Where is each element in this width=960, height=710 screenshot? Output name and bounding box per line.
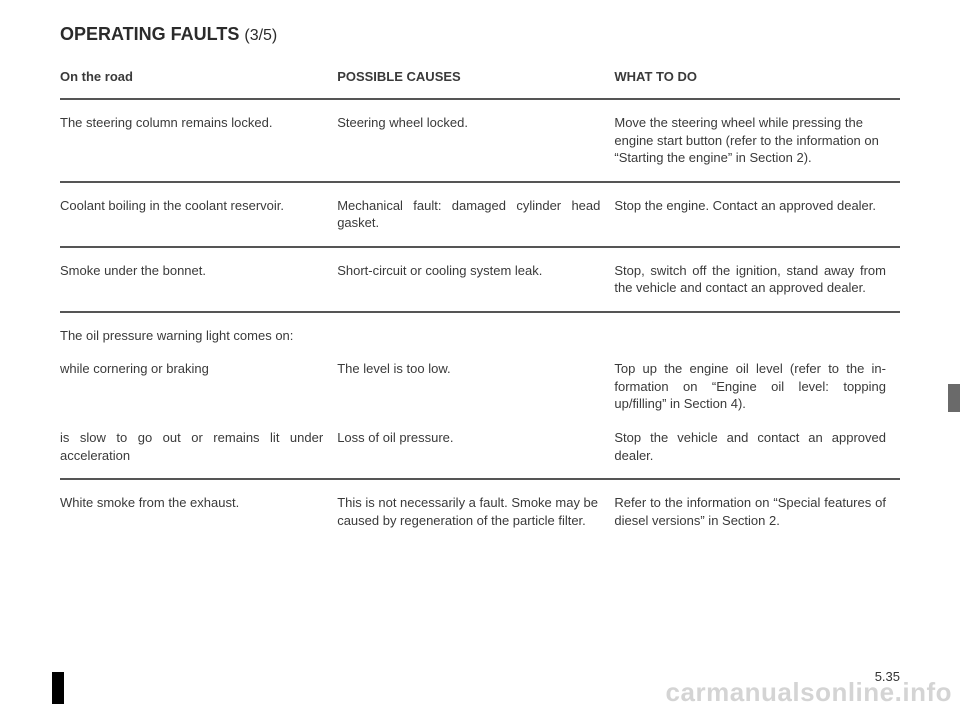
empty-cell xyxy=(614,312,900,353)
action-cell: Top up the engine oil level (refer to th… xyxy=(614,352,900,421)
table-row: White smoke from the exhaust. This is no… xyxy=(60,479,900,537)
oil-heading: The oil pressure warning light comes on: xyxy=(60,312,337,353)
header-on-the-road: On the road xyxy=(60,63,337,99)
title-main: OPERATING FAULTS xyxy=(60,24,239,44)
fault-cell: Smoke under the bonnet. xyxy=(60,247,337,312)
action-cell: Stop the engine. Contact an approved dea… xyxy=(614,182,900,247)
table-row: Smoke under the bonnet. Short-circuit or… xyxy=(60,247,900,312)
table-row: is slow to go out or remains lit under a… xyxy=(60,421,900,479)
table-row: The steering column remains locked. Stee… xyxy=(60,99,900,182)
oil-when-cell: is slow to go out or remains lit under a… xyxy=(60,421,337,479)
fault-cell: The steering column remains locked. xyxy=(60,99,337,182)
watermark-text: carmanualsonline.info xyxy=(666,677,952,708)
section-tab-marker xyxy=(948,384,960,412)
action-cell: Refer to the information on “Special fea… xyxy=(614,479,900,537)
faults-table: On the road POSSIBLE CAUSES WHAT TO DO T… xyxy=(60,63,900,537)
action-cell: Move the steering wheel while pressing t… xyxy=(614,99,900,182)
cause-cell: The level is too low. xyxy=(337,352,614,421)
manual-page: OPERATING FAULTS (3/5) On the road POSSI… xyxy=(0,0,960,710)
title-sub: (3/5) xyxy=(244,27,277,44)
action-cell: Stop the vehicle and contact an approved… xyxy=(614,421,900,479)
page-title: OPERATING FAULTS (3/5) xyxy=(60,24,900,45)
fault-cell: White smoke from the exhaust. xyxy=(60,479,337,537)
fault-cell: Coolant boiling in the coolant reser­voi… xyxy=(60,182,337,247)
oil-heading-row: The oil pressure warning light comes on: xyxy=(60,312,900,353)
action-cell: Stop, switch off the ignition, stand awa… xyxy=(614,247,900,312)
header-possible-causes: POSSIBLE CAUSES xyxy=(337,63,614,99)
table-row: while cornering or braking The level is … xyxy=(60,352,900,421)
table-header-row: On the road POSSIBLE CAUSES WHAT TO DO xyxy=(60,63,900,99)
cause-cell: Short-circuit or cooling system leak. xyxy=(337,247,614,312)
header-what-to-do: WHAT TO DO xyxy=(614,63,900,99)
cause-cell: Steering wheel locked. xyxy=(337,99,614,182)
cause-cell: Loss of oil pressure. xyxy=(337,421,614,479)
page-number: 5.35 xyxy=(875,669,900,684)
table-row: Coolant boiling in the coolant reser­voi… xyxy=(60,182,900,247)
footer-marker xyxy=(52,672,64,704)
cause-cell: Mechanical fault: damaged cylinder head … xyxy=(337,182,614,247)
oil-when-cell: while cornering or braking xyxy=(60,352,337,421)
cause-cell: This is not necessarily a fault. Smoke m… xyxy=(337,479,614,537)
empty-cell xyxy=(337,312,614,353)
